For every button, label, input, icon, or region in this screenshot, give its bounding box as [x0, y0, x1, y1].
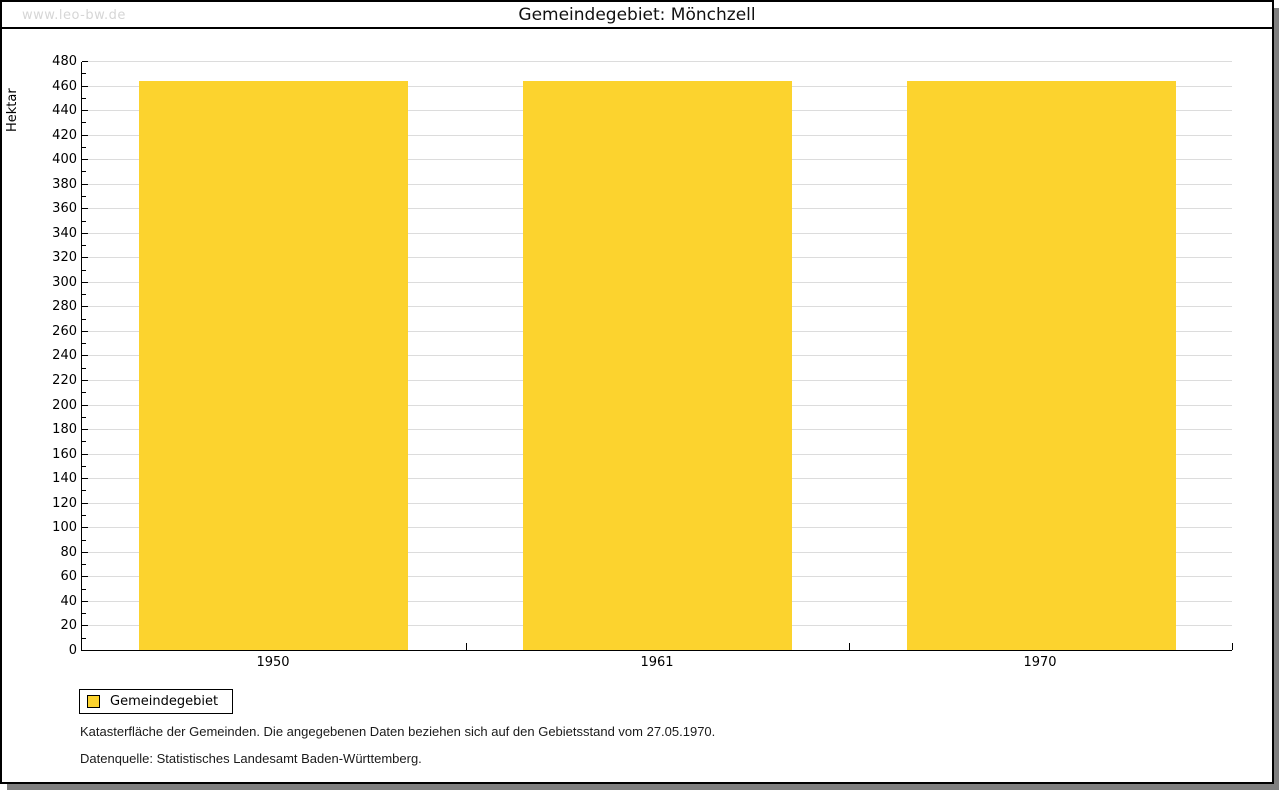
plot-area: [81, 61, 1233, 651]
y-minor-tick: [82, 294, 86, 295]
y-major-tick: [82, 503, 88, 504]
y-tick-label: 260: [52, 324, 77, 339]
x-tick-label: 1961: [640, 655, 674, 670]
y-tick-label: 160: [52, 447, 77, 462]
y-major-tick: [82, 355, 88, 356]
y-tick-label: 280: [52, 299, 77, 314]
y-major-tick: [82, 306, 88, 307]
y-tick-label: 440: [52, 103, 77, 118]
y-minor-tick: [82, 466, 86, 467]
y-major-tick: [82, 184, 88, 185]
y-minor-tick: [82, 417, 86, 418]
y-major-tick: [82, 159, 88, 160]
y-minor-tick: [82, 319, 86, 320]
watermark: www.leo-bw.de: [22, 8, 126, 23]
y-tick-label: 180: [52, 422, 77, 437]
y-minor-tick: [82, 441, 86, 442]
y-tick-label: 380: [52, 177, 77, 192]
y-minor-tick: [82, 343, 86, 344]
y-major-tick: [82, 454, 88, 455]
y-tick-label: 80: [60, 545, 77, 560]
x-axis-end-tick: [1232, 643, 1233, 650]
y-minor-tick: [82, 368, 86, 369]
y-minor-tick: [82, 613, 86, 614]
y-minor-tick: [82, 515, 86, 516]
y-major-tick: [82, 380, 88, 381]
bar: [907, 81, 1176, 650]
title-bar: www.leo-bw.de Gemeindegebiet: Mönchzell: [2, 2, 1272, 29]
y-minor-tick: [82, 196, 86, 197]
x-axis-labels: 1950 1961 1970: [81, 655, 1232, 671]
y-minor-tick: [82, 245, 86, 246]
bar: [139, 81, 408, 650]
page-title: Gemeindegebiet: Mönchzell: [518, 5, 756, 25]
y-major-tick: [82, 429, 88, 430]
y-tick-label: 220: [52, 373, 77, 388]
x-tick-label: 1970: [1023, 655, 1057, 670]
y-major-tick: [82, 257, 88, 258]
y-tick-label: 340: [52, 226, 77, 241]
y-major-tick: [82, 576, 88, 577]
legend-label: Gemeindegebiet: [110, 694, 219, 709]
y-minor-tick: [82, 147, 86, 148]
y-tick-label: 0: [68, 643, 77, 658]
y-minor-tick: [82, 540, 86, 541]
legend-swatch: [87, 695, 100, 708]
y-tick-label: 400: [52, 152, 77, 167]
y-major-tick: [82, 61, 88, 62]
footnote-source: Datenquelle: Statistisches Landesamt Bad…: [80, 751, 422, 766]
y-major-tick: [82, 552, 88, 553]
y-minor-tick: [82, 392, 86, 393]
y-major-tick: [82, 282, 88, 283]
y-major-tick: [82, 527, 88, 528]
y-tick-label: 460: [52, 79, 77, 94]
y-tick-label: 60: [60, 569, 77, 584]
x-tick-label: 1950: [256, 655, 290, 670]
gridline: [82, 61, 1232, 62]
y-major-tick: [82, 233, 88, 234]
y-tick-label: 320: [52, 250, 77, 265]
y-tick-label: 20: [60, 618, 77, 633]
y-tick-label: 480: [52, 54, 77, 69]
y-minor-tick: [82, 270, 86, 271]
y-minor-tick: [82, 73, 86, 74]
y-tick-label: 200: [52, 398, 77, 413]
bar: [523, 81, 792, 650]
y-tick-label: 300: [52, 275, 77, 290]
chart: Hektar 0 20 40 60 80 100 120 140 160 180 200 220 240…: [2, 31, 1272, 782]
y-minor-tick: [82, 98, 86, 99]
y-axis-title: Hektar: [5, 88, 20, 132]
y-major-tick: [82, 601, 88, 602]
y-axis-labels: 0 20 40 60 80 100 120 140 160 180 200 220 240 260 280 3…: [38, 55, 77, 658]
y-tick-label: 40: [60, 594, 77, 609]
y-minor-tick: [82, 638, 86, 639]
y-tick-label: 140: [52, 471, 77, 486]
footnote-description: Katasterfläche der Gemeinden. Die angege…: [80, 724, 716, 739]
x-boundary-tick: [466, 643, 467, 650]
y-tick-label: 100: [52, 520, 77, 535]
y-minor-tick: [82, 122, 86, 123]
y-major-tick: [82, 86, 88, 87]
y-tick-label: 360: [52, 201, 77, 216]
y-major-tick: [82, 478, 88, 479]
y-minor-tick: [82, 221, 86, 222]
y-tick-label: 240: [52, 348, 77, 363]
legend: Gemeindegebiet: [79, 689, 234, 714]
y-minor-tick: [82, 490, 86, 491]
y-tick-label: 420: [52, 128, 77, 143]
x-boundary-tick: [849, 643, 850, 650]
y-major-tick: [82, 405, 88, 406]
y-minor-tick: [82, 171, 86, 172]
y-minor-tick: [82, 589, 86, 590]
y-major-tick: [82, 331, 88, 332]
y-minor-tick: [82, 564, 86, 565]
y-major-tick: [82, 135, 88, 136]
y-tick-label: 120: [52, 496, 77, 511]
y-major-tick: [82, 110, 88, 111]
y-major-tick: [82, 208, 88, 209]
y-major-tick: [82, 625, 88, 626]
